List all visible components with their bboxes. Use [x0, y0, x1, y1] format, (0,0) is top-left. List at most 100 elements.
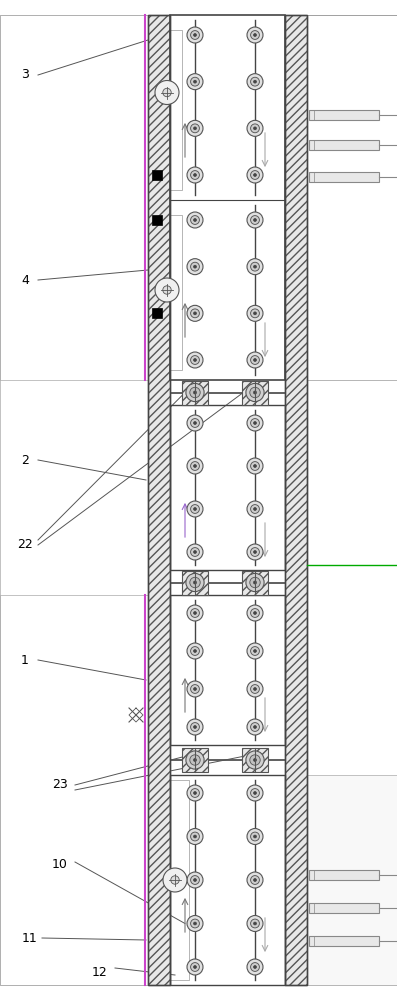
Text: 4: 4 — [21, 273, 29, 286]
Circle shape — [247, 916, 263, 932]
Circle shape — [194, 612, 197, 614]
Circle shape — [187, 681, 203, 697]
Circle shape — [254, 835, 256, 838]
Circle shape — [254, 966, 256, 968]
Circle shape — [247, 120, 263, 136]
Circle shape — [191, 31, 199, 39]
Circle shape — [191, 919, 199, 928]
Circle shape — [251, 31, 259, 39]
Circle shape — [187, 643, 203, 659]
Circle shape — [191, 262, 199, 271]
Circle shape — [247, 959, 263, 975]
Bar — [285, 15, 307, 985]
Text: 23: 23 — [52, 778, 68, 792]
Bar — [0, 595, 148, 985]
Circle shape — [251, 685, 259, 693]
Circle shape — [187, 872, 203, 888]
Circle shape — [187, 719, 203, 735]
Circle shape — [254, 219, 256, 221]
Circle shape — [187, 959, 203, 975]
Circle shape — [194, 835, 197, 838]
Bar — [152, 215, 162, 225]
Circle shape — [254, 922, 256, 925]
Circle shape — [247, 828, 263, 844]
Circle shape — [155, 278, 179, 302]
Circle shape — [247, 872, 263, 888]
Text: 3: 3 — [21, 68, 29, 82]
Circle shape — [163, 868, 187, 892]
Circle shape — [191, 171, 199, 179]
Bar — [309, 903, 379, 913]
Circle shape — [247, 415, 263, 431]
Circle shape — [193, 581, 197, 584]
Circle shape — [253, 581, 256, 584]
Circle shape — [251, 216, 259, 224]
Bar — [152, 30, 182, 190]
Circle shape — [194, 688, 197, 690]
Circle shape — [191, 685, 199, 693]
Bar — [0, 15, 148, 380]
Circle shape — [247, 352, 263, 368]
Circle shape — [187, 74, 203, 90]
Bar — [161, 780, 189, 980]
Circle shape — [254, 551, 256, 553]
Circle shape — [254, 312, 256, 315]
Bar — [170, 405, 285, 570]
Bar — [170, 15, 285, 380]
Circle shape — [191, 124, 199, 133]
Circle shape — [251, 505, 259, 513]
Circle shape — [190, 577, 200, 588]
Circle shape — [251, 789, 259, 797]
Circle shape — [254, 127, 256, 130]
Circle shape — [187, 916, 203, 932]
Bar — [148, 15, 170, 985]
Circle shape — [194, 465, 197, 467]
Bar — [307, 775, 397, 985]
Circle shape — [246, 383, 264, 402]
Circle shape — [187, 605, 203, 621]
Circle shape — [254, 80, 256, 83]
Text: 11: 11 — [22, 932, 38, 944]
Circle shape — [247, 544, 263, 560]
Circle shape — [246, 751, 264, 769]
Circle shape — [251, 647, 259, 655]
Circle shape — [254, 650, 256, 652]
Circle shape — [187, 828, 203, 844]
Circle shape — [193, 391, 197, 394]
Bar — [182, 748, 208, 772]
Circle shape — [191, 647, 199, 655]
Bar — [170, 775, 285, 985]
Circle shape — [191, 548, 199, 556]
Circle shape — [194, 551, 197, 553]
Circle shape — [251, 876, 259, 884]
Circle shape — [251, 548, 259, 556]
Bar — [309, 172, 379, 182]
Circle shape — [251, 832, 259, 841]
Bar — [309, 140, 379, 150]
Circle shape — [191, 77, 199, 86]
Circle shape — [254, 265, 256, 268]
Circle shape — [194, 174, 197, 176]
Circle shape — [194, 966, 197, 968]
Circle shape — [163, 88, 171, 97]
Circle shape — [194, 80, 197, 83]
Circle shape — [191, 609, 199, 617]
Circle shape — [247, 74, 263, 90]
Bar — [170, 595, 285, 745]
Circle shape — [247, 643, 263, 659]
Circle shape — [187, 501, 203, 517]
Circle shape — [187, 458, 203, 474]
Circle shape — [191, 876, 199, 884]
Circle shape — [194, 359, 197, 361]
Circle shape — [251, 309, 259, 318]
Circle shape — [250, 755, 260, 765]
Circle shape — [254, 422, 256, 424]
Circle shape — [251, 124, 259, 133]
Circle shape — [247, 458, 263, 474]
Circle shape — [254, 612, 256, 614]
Circle shape — [251, 723, 259, 731]
Bar — [307, 15, 397, 985]
Bar — [309, 936, 379, 946]
Circle shape — [246, 573, 264, 592]
Circle shape — [186, 751, 204, 769]
